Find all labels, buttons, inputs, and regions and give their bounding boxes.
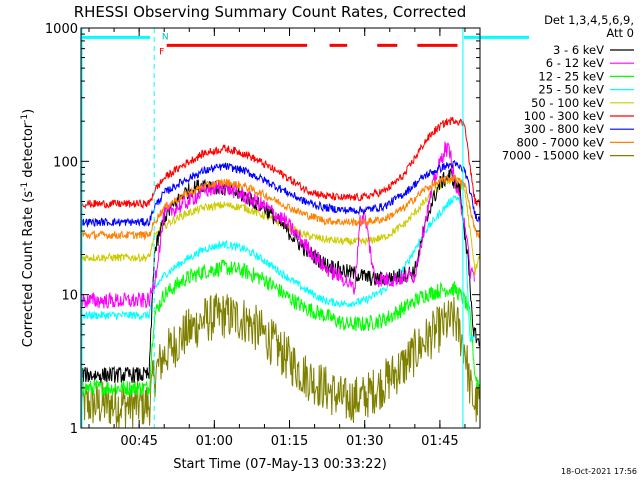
footer-timestamp: 18-Oct-2021 17:56 — [561, 467, 637, 476]
x-tick-label: 01:00 — [196, 434, 233, 449]
x-tick-label: 00:45 — [120, 434, 157, 449]
annotation-n: N — [162, 32, 169, 42]
series-25-50-kev — [80, 195, 475, 342]
y-axis-label-base: Corrected Count Rate (s — [21, 191, 36, 348]
series-12-25-kev — [80, 259, 481, 397]
series-line — [80, 259, 481, 397]
series-line — [80, 195, 475, 342]
legend-label: 12 - 25 keV — [538, 69, 604, 83]
x-tick-label: 01:30 — [346, 434, 383, 449]
y-tick-label: 1000 — [45, 22, 78, 37]
series-100-300-kev — [80, 116, 481, 210]
series-800-7000-kev — [80, 173, 481, 241]
y-axis-label-sup1: -1 — [20, 182, 30, 191]
y-axis-label: Corrected Count Rate (s-1 detector-1) — [20, 109, 36, 347]
legend-label: 3 - 6 keV — [553, 43, 604, 57]
marker-layer: FN — [81, 28, 530, 428]
legend-header-line-2: Att 0 — [606, 26, 634, 40]
legend-label: 25 - 50 keV — [538, 83, 604, 97]
x-axis-label: Start Time (07-May-13 00:33:22) — [173, 457, 387, 472]
legend-label: 100 - 300 keV — [524, 109, 604, 123]
y-axis-label-sup2: -1 — [20, 114, 30, 123]
x-tick-label: 01:45 — [421, 434, 458, 449]
x-tick-label: 01:15 — [271, 434, 308, 449]
legend-label: 300 - 800 keV — [524, 122, 604, 136]
y-axis-label-end: ) — [21, 109, 36, 114]
axes-layer: 1 10 100 1000 00:45 01:00 01:15 01:30 01:45 — [45, 22, 481, 449]
y-tick-label: 100 — [53, 155, 78, 170]
series-300-800-kev — [80, 159, 481, 229]
legend-label: 800 - 7000 keV — [516, 135, 604, 149]
legend-label: 50 - 100 keV — [531, 96, 604, 110]
series-line — [80, 159, 481, 229]
y-tick-label: 10 — [61, 289, 78, 304]
annotation-f: F — [159, 47, 164, 57]
series-layer — [80, 116, 481, 429]
y-tick-label: 1 — [70, 422, 78, 437]
series-6-12-kev — [80, 141, 475, 309]
series-line — [80, 173, 481, 241]
series-line — [80, 293, 481, 429]
chart-title: RHESSI Observing Summary Count Rates, Co… — [74, 3, 467, 21]
series-line — [80, 116, 481, 210]
y-axis-label-mid: detector — [21, 122, 36, 182]
legend-header-line-1: Det 1,3,4,5,6,9, — [544, 13, 634, 27]
series-7000-15000-kev — [80, 293, 481, 429]
legend-label: 7000 - 15000 keV — [502, 149, 604, 163]
series-line — [80, 141, 475, 309]
plot-frame — [80, 27, 481, 429]
legend-label: 6 - 12 keV — [546, 56, 604, 70]
